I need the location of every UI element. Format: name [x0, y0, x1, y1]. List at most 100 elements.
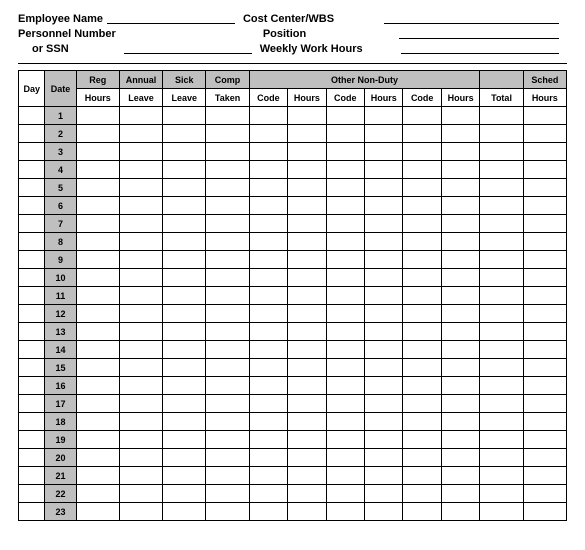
cell-value[interactable]: [480, 161, 523, 179]
cell-value[interactable]: [119, 161, 162, 179]
cell-value[interactable]: [326, 305, 364, 323]
cell-value[interactable]: [441, 395, 479, 413]
cell-value[interactable]: [480, 251, 523, 269]
cell-value[interactable]: [523, 179, 566, 197]
cell-value[interactable]: [163, 395, 206, 413]
cell-value[interactable]: [288, 503, 326, 521]
cell-value[interactable]: [523, 323, 566, 341]
cell-value[interactable]: [249, 269, 287, 287]
cell-value[interactable]: [403, 251, 441, 269]
cell-value[interactable]: [76, 251, 119, 269]
cell-value[interactable]: [288, 197, 326, 215]
cell-value[interactable]: [249, 431, 287, 449]
cell-value[interactable]: [523, 125, 566, 143]
cell-value[interactable]: [76, 341, 119, 359]
cell-value[interactable]: [163, 431, 206, 449]
cell-value[interactable]: [365, 467, 403, 485]
cell-value[interactable]: [76, 359, 119, 377]
cell-value[interactable]: [119, 395, 162, 413]
cell-value[interactable]: [441, 179, 479, 197]
cell-value[interactable]: [249, 251, 287, 269]
cell-value[interactable]: [249, 485, 287, 503]
cell-value[interactable]: [523, 251, 566, 269]
cell-value[interactable]: [441, 161, 479, 179]
cell-value[interactable]: [76, 161, 119, 179]
cell-value[interactable]: [365, 413, 403, 431]
cell-value[interactable]: [523, 197, 566, 215]
cell-value[interactable]: [403, 341, 441, 359]
cell-value[interactable]: [523, 467, 566, 485]
cell-value[interactable]: [365, 377, 403, 395]
cell-value[interactable]: [365, 431, 403, 449]
cell-value[interactable]: [288, 215, 326, 233]
cell-value[interactable]: [441, 107, 479, 125]
cell-value[interactable]: [403, 269, 441, 287]
cell-value[interactable]: [76, 233, 119, 251]
cell-value[interactable]: [441, 125, 479, 143]
cell-value[interactable]: [326, 179, 364, 197]
cell-value[interactable]: [441, 341, 479, 359]
cell-value[interactable]: [288, 413, 326, 431]
cell-value[interactable]: [119, 287, 162, 305]
cell-value[interactable]: [249, 413, 287, 431]
cell-value[interactable]: [206, 359, 249, 377]
cell-value[interactable]: [523, 449, 566, 467]
cell-value[interactable]: [403, 125, 441, 143]
cell-value[interactable]: [403, 323, 441, 341]
cell-value[interactable]: [326, 125, 364, 143]
cell-value[interactable]: [365, 395, 403, 413]
cell-value[interactable]: [206, 503, 249, 521]
cell-value[interactable]: [480, 449, 523, 467]
cell-value[interactable]: [163, 485, 206, 503]
cell-value[interactable]: [441, 359, 479, 377]
cell-value[interactable]: [206, 143, 249, 161]
cell-value[interactable]: [441, 215, 479, 233]
cell-value[interactable]: [119, 323, 162, 341]
cell-value[interactable]: [523, 305, 566, 323]
cell-value[interactable]: [249, 125, 287, 143]
cell-value[interactable]: [163, 215, 206, 233]
cell-value[interactable]: [480, 359, 523, 377]
cell-value[interactable]: [441, 485, 479, 503]
cell-value[interactable]: [365, 341, 403, 359]
cell-value[interactable]: [326, 449, 364, 467]
cell-value[interactable]: [76, 287, 119, 305]
cell-value[interactable]: [403, 305, 441, 323]
cell-value[interactable]: [441, 143, 479, 161]
cell-value[interactable]: [441, 287, 479, 305]
cost-center-field[interactable]: [384, 12, 559, 24]
cell-value[interactable]: [119, 467, 162, 485]
cell-value[interactable]: [480, 269, 523, 287]
cell-value[interactable]: [365, 449, 403, 467]
cell-value[interactable]: [288, 125, 326, 143]
cell-value[interactable]: [365, 503, 403, 521]
cell-value[interactable]: [288, 485, 326, 503]
cell-value[interactable]: [288, 161, 326, 179]
cell-value[interactable]: [288, 179, 326, 197]
cell-value[interactable]: [163, 233, 206, 251]
cell-value[interactable]: [480, 179, 523, 197]
cell-value[interactable]: [523, 413, 566, 431]
cell-value[interactable]: [441, 251, 479, 269]
cell-value[interactable]: [76, 107, 119, 125]
cell-value[interactable]: [76, 467, 119, 485]
cell-value[interactable]: [288, 107, 326, 125]
cell-value[interactable]: [163, 449, 206, 467]
cell-value[interactable]: [365, 233, 403, 251]
cell-value[interactable]: [403, 359, 441, 377]
cell-value[interactable]: [163, 341, 206, 359]
cell-value[interactable]: [326, 161, 364, 179]
cell-value[interactable]: [326, 251, 364, 269]
cell-value[interactable]: [119, 233, 162, 251]
cell-value[interactable]: [76, 485, 119, 503]
cell-value[interactable]: [403, 413, 441, 431]
cell-value[interactable]: [326, 269, 364, 287]
cell-value[interactable]: [480, 305, 523, 323]
cell-value[interactable]: [206, 161, 249, 179]
ssn-field[interactable]: [124, 42, 252, 54]
cell-value[interactable]: [288, 287, 326, 305]
cell-value[interactable]: [403, 287, 441, 305]
cell-value[interactable]: [480, 413, 523, 431]
cell-value[interactable]: [326, 143, 364, 161]
cell-value[interactable]: [365, 143, 403, 161]
